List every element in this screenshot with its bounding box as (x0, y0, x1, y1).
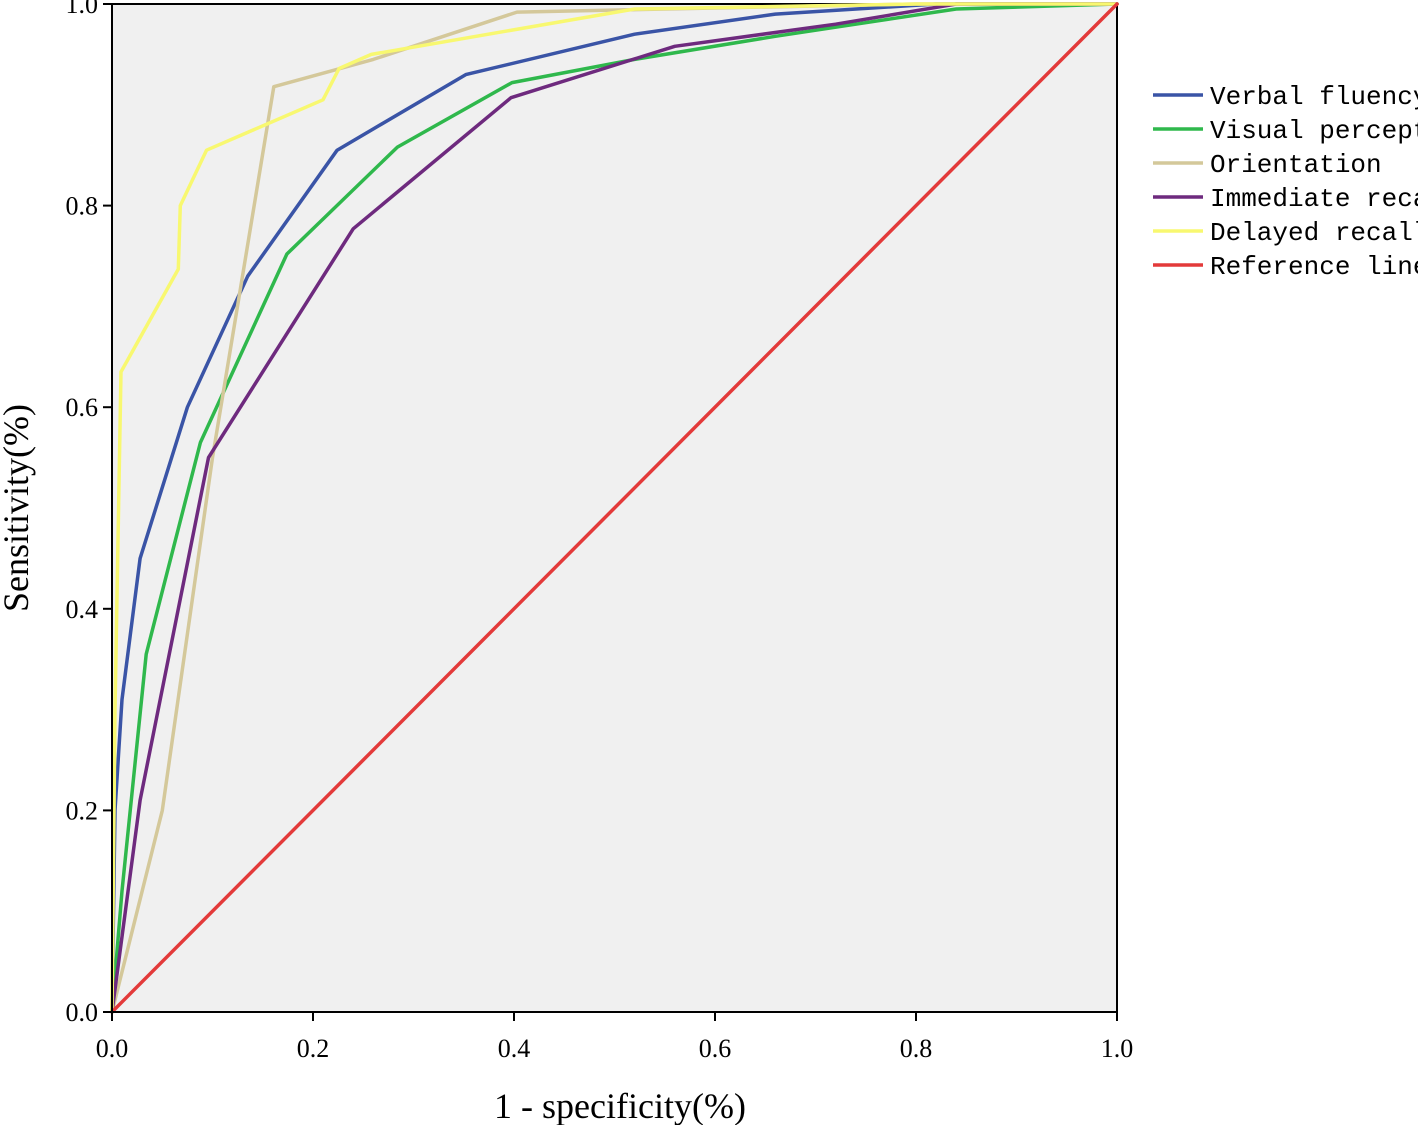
series-line-verbal-fluency (110, 2, 1119, 1014)
y-axis-title: Sensitivity(%) (0, 404, 36, 612)
series-layer (110, 2, 1119, 1014)
legend-label: Orientation (1210, 150, 1382, 180)
x-tick-label: 0.8 (900, 1034, 933, 1063)
y-tick-label: 0.6 (66, 393, 99, 422)
series-line-visual-perceptipn (110, 2, 1119, 1014)
ticks-layer: 0.0 0.2 0.4 0.6 0.8 1.0 0.0 0.2 0.4 0.6 0.8 1.0 (66, 0, 1134, 1063)
series-line-delayed-recall (110, 2, 1119, 1014)
legend-label: Verbal fluency (1210, 82, 1418, 112)
y-tick-label: 0.8 (66, 192, 99, 221)
y-tick-label: 0.4 (66, 595, 99, 624)
legend: Verbal fluency Visual perceptipn Orientati… (1153, 82, 1418, 282)
legend-label: Reference line (1210, 252, 1418, 282)
y-tick-label: 0.2 (66, 796, 99, 825)
x-tick-label: 0.0 (96, 1034, 129, 1063)
x-tick-label: 0.6 (699, 1034, 732, 1063)
y-tick-label: 0.0 (66, 998, 99, 1027)
x-tick-label: 0.2 (297, 1034, 330, 1063)
y-tick-label: 1.0 (66, 0, 99, 19)
series-line-immediate-recall (110, 2, 1119, 1014)
series-line-reference-line (110, 2, 1119, 1014)
x-axis-title: 1 - specificity(%) (494, 1086, 746, 1125)
x-tick-label: 1.0 (1101, 1034, 1134, 1063)
legend-label: Visual perceptipn (1210, 116, 1418, 146)
x-tick-label: 0.4 (498, 1034, 531, 1063)
legend-label: Delayed recall (1210, 218, 1418, 248)
axes-layer (111, 4, 1117, 1013)
legend-label: Immediate recall (1210, 184, 1418, 214)
